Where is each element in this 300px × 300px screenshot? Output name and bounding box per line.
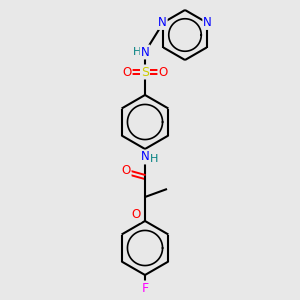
Text: H: H bbox=[133, 47, 141, 57]
Text: N: N bbox=[203, 16, 212, 29]
Text: O: O bbox=[122, 65, 132, 79]
Text: F: F bbox=[141, 281, 148, 295]
Text: N: N bbox=[141, 46, 149, 59]
Text: O: O bbox=[122, 164, 130, 178]
Text: O: O bbox=[158, 65, 168, 79]
Text: O: O bbox=[131, 208, 141, 221]
Text: S: S bbox=[141, 65, 149, 79]
Text: H: H bbox=[150, 154, 158, 164]
Text: N: N bbox=[158, 16, 167, 29]
Text: N: N bbox=[141, 151, 149, 164]
